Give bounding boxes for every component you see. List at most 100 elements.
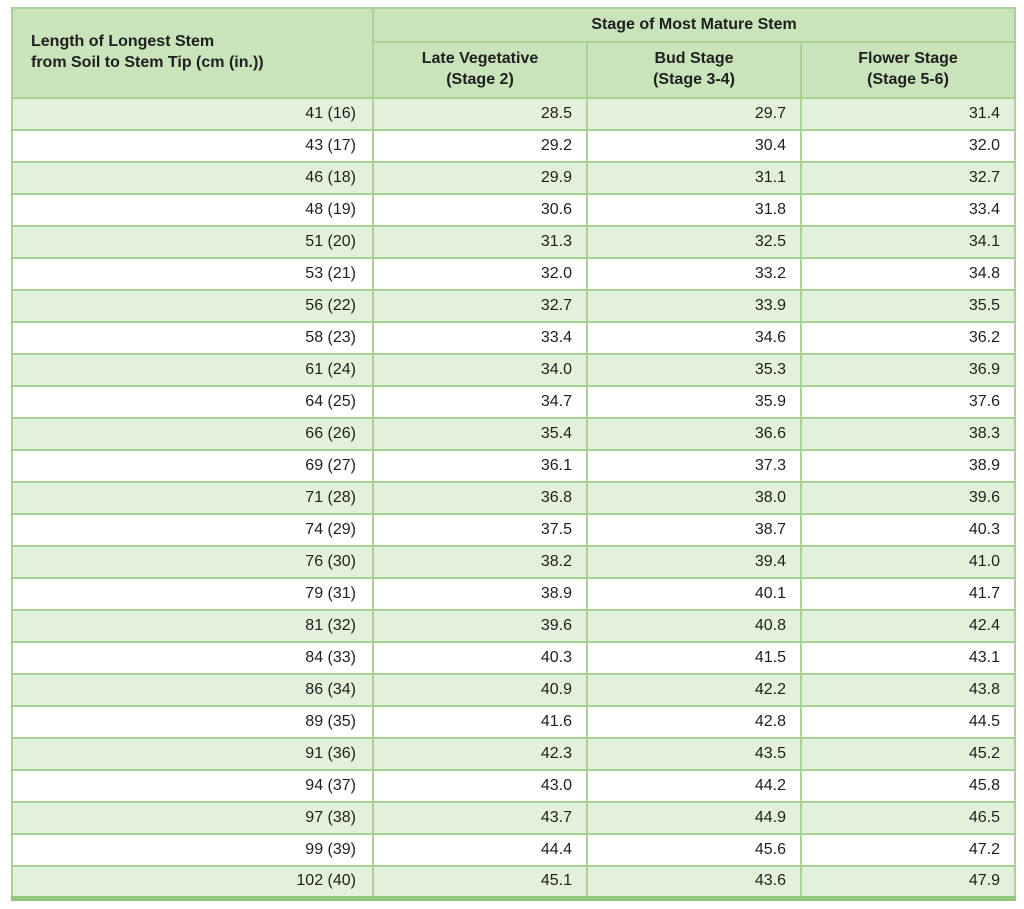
stem-length-cell: 61 (24) <box>11 353 374 387</box>
stem-stage-table: Length of Longest Stem from Soil to Stem… <box>11 7 1017 901</box>
group-header-cell: Stage of Most Mature Stem <box>371 7 1017 43</box>
value-cell: 42.4 <box>799 609 1017 643</box>
stem-length-cell: 43 (17) <box>11 129 374 163</box>
table-row: 58 (23) 33.4 34.6 36.2 <box>11 321 1017 355</box>
table-row: 43 (17) 29.2 30.4 32.0 <box>11 129 1017 163</box>
value-cell: 40.3 <box>799 513 1017 547</box>
stem-length-cell: 74 (29) <box>11 513 374 547</box>
column-header-flower-stage: Flower Stage (Stage 5-6) <box>799 41 1017 99</box>
stem-length-cell: 71 (28) <box>11 481 374 515</box>
value-cell: 45.8 <box>799 769 1017 803</box>
value-cell: 42.8 <box>586 705 802 739</box>
column-header-line: (Stage 2) <box>446 71 514 88</box>
table-row: 84 (33) 40.3 41.5 43.1 <box>11 641 1017 675</box>
stem-length-cell: 51 (20) <box>11 225 374 259</box>
stem-length-cell: 48 (19) <box>11 193 374 227</box>
value-cell: 34.0 <box>372 353 588 387</box>
column-header-late-vegetative: Late Vegetative (Stage 2) <box>372 41 588 99</box>
value-cell: 35.4 <box>372 417 588 451</box>
value-cell: 41.0 <box>799 545 1017 579</box>
value-cell: 43.6 <box>586 865 802 899</box>
value-cell: 31.4 <box>799 97 1017 131</box>
table-row: 89 (35) 41.6 42.8 44.5 <box>11 705 1017 739</box>
value-cell: 38.7 <box>586 513 802 547</box>
value-cell: 45.2 <box>799 737 1017 771</box>
value-cell: 43.5 <box>586 737 802 771</box>
table-row: 86 (34) 40.9 42.2 43.8 <box>11 673 1017 707</box>
value-cell: 40.3 <box>372 641 588 675</box>
value-cell: 47.9 <box>799 865 1017 899</box>
stem-length-cell: 97 (38) <box>11 801 374 835</box>
row-header-line-2: from Soil to Stem Tip (cm (in.)) <box>31 54 264 71</box>
value-cell: 36.2 <box>799 321 1017 355</box>
stem-length-cell: 86 (34) <box>11 673 374 707</box>
stem-length-cell: 94 (37) <box>11 769 374 803</box>
table-row: 51 (20) 31.3 32.5 34.1 <box>11 225 1017 259</box>
stem-length-cell: 84 (33) <box>11 641 374 675</box>
value-cell: 42.2 <box>586 673 802 707</box>
stem-length-cell: 58 (23) <box>11 321 374 355</box>
stem-length-cell: 99 (39) <box>11 833 374 867</box>
value-cell: 34.1 <box>799 225 1017 259</box>
value-cell: 39.6 <box>372 609 588 643</box>
table-row: 48 (19) 30.6 31.8 33.4 <box>11 193 1017 227</box>
value-cell: 29.2 <box>372 129 588 163</box>
value-cell: 39.6 <box>799 481 1017 515</box>
value-cell: 42.3 <box>372 737 588 771</box>
stem-length-cell: 56 (22) <box>11 289 374 323</box>
table-row: 56 (22) 32.7 33.9 35.5 <box>11 289 1017 323</box>
value-cell: 44.9 <box>586 801 802 835</box>
value-cell: 36.8 <box>372 481 588 515</box>
column-header-line: Flower Stage <box>858 50 958 68</box>
value-cell: 47.2 <box>799 833 1017 867</box>
stem-length-cell: 76 (30) <box>11 545 374 579</box>
value-cell: 29.7 <box>586 97 802 131</box>
table-row: 46 (18) 29.9 31.1 32.7 <box>11 161 1017 195</box>
value-cell: 34.6 <box>586 321 802 355</box>
column-header-bud-stage: Bud Stage (Stage 3-4) <box>586 41 802 99</box>
value-cell: 44.5 <box>799 705 1017 739</box>
table-row: 76 (30) 38.2 39.4 41.0 <box>11 545 1017 579</box>
value-cell: 33.2 <box>586 257 802 291</box>
value-cell: 36.9 <box>799 353 1017 387</box>
value-cell: 41.6 <box>372 705 588 739</box>
table-row: 64 (25) 34.7 35.9 37.6 <box>11 385 1017 419</box>
value-cell: 32.5 <box>586 225 802 259</box>
table-row: 74 (29) 37.5 38.7 40.3 <box>11 513 1017 547</box>
table-row: 81 (32) 39.6 40.8 42.4 <box>11 609 1017 643</box>
stem-length-cell: 64 (25) <box>11 385 374 419</box>
value-cell: 38.0 <box>586 481 802 515</box>
stem-length-cell: 89 (35) <box>11 705 374 739</box>
value-cell: 38.9 <box>372 577 588 611</box>
table-row: 66 (26) 35.4 36.6 38.3 <box>11 417 1017 451</box>
table-row: 97 (38) 43.7 44.9 46.5 <box>11 801 1017 835</box>
value-cell: 30.6 <box>372 193 588 227</box>
value-cell: 35.9 <box>586 385 802 419</box>
value-cell: 41.7 <box>799 577 1017 611</box>
column-header-line: Late Vegetative <box>421 50 539 68</box>
value-cell: 40.1 <box>586 577 802 611</box>
value-cell: 33.4 <box>372 321 588 355</box>
value-cell: 37.5 <box>372 513 588 547</box>
stem-length-cell: 66 (26) <box>11 417 374 451</box>
stem-length-cell: 81 (32) <box>11 609 374 643</box>
column-header-line: Bud Stage <box>654 50 734 68</box>
value-cell: 38.9 <box>799 449 1017 483</box>
value-cell: 31.8 <box>586 193 802 227</box>
value-cell: 34.8 <box>799 257 1017 291</box>
value-cell: 34.7 <box>372 385 588 419</box>
value-cell: 31.3 <box>372 225 588 259</box>
value-cell: 32.7 <box>372 289 588 323</box>
row-header-cell: Length of Longest Stem from Soil to Stem… <box>11 7 374 99</box>
value-cell: 38.3 <box>799 417 1017 451</box>
value-cell: 43.0 <box>372 769 588 803</box>
stem-length-cell: 41 (16) <box>11 97 374 131</box>
stem-length-cell: 46 (18) <box>11 161 374 195</box>
table-row: 61 (24) 34.0 35.3 36.9 <box>11 353 1017 387</box>
value-cell: 30.4 <box>586 129 802 163</box>
value-cell: 45.1 <box>372 865 588 899</box>
value-cell: 36.1 <box>372 449 588 483</box>
stem-length-cell: 53 (21) <box>11 257 374 291</box>
value-cell: 36.6 <box>586 417 802 451</box>
